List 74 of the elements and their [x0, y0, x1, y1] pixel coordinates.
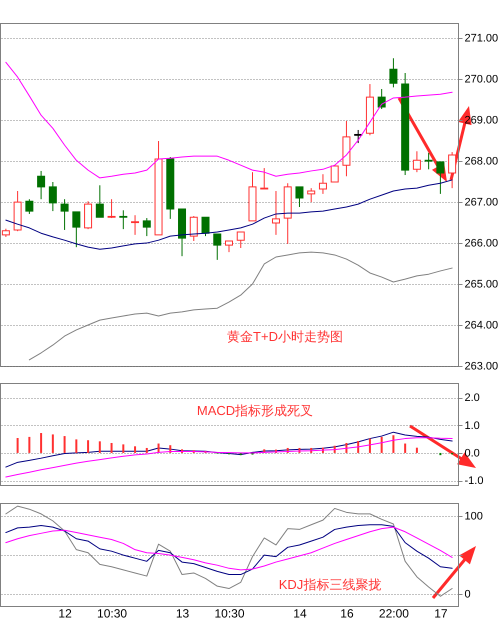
candlestick: [318, 174, 327, 194]
y-tick-label: -1.0: [464, 475, 484, 488]
bar: [380, 436, 383, 453]
y-tick-label: 264.00: [464, 320, 498, 332]
bar: [87, 440, 90, 453]
bar: [16, 438, 19, 453]
candlestick: [96, 184, 104, 218]
line-series: [5, 62, 453, 178]
y-tick-label: 0: [464, 588, 471, 600]
y-tick-label: 0.0: [464, 447, 480, 460]
candlestick: [25, 198, 34, 214]
candlestick: [225, 240, 233, 253]
line-series: [28, 252, 453, 360]
bar: [122, 444, 124, 453]
x-tick-label: 16: [340, 606, 354, 620]
candlestick: [436, 161, 444, 194]
candlestick: [260, 168, 268, 190]
bar: [357, 441, 360, 453]
bar: [404, 444, 406, 453]
annotation: MACD指标形成死叉: [196, 403, 314, 418]
annotation: KDJ指标三线聚拢: [278, 577, 382, 592]
candlestick: [272, 190, 280, 236]
line-series: [5, 506, 453, 597]
x-tick-label: 12: [58, 606, 72, 620]
bar: [64, 436, 66, 453]
candlestick: [295, 186, 304, 208]
bar: [134, 446, 136, 453]
bar: [52, 434, 54, 453]
bar: [392, 435, 394, 453]
bar: [75, 439, 78, 453]
candlestick: [72, 211, 80, 248]
candlestick: [330, 166, 339, 182]
bar: [416, 448, 418, 453]
candlestick: [389, 58, 398, 88]
candlestick: [307, 188, 316, 203]
x-tick-label: 10:30: [97, 606, 128, 620]
candlestick: [378, 88, 386, 110]
bar: [146, 448, 148, 453]
x-tick-label: 13: [176, 606, 190, 620]
candlestick: [202, 216, 210, 237]
y-tick-label: 100: [464, 510, 483, 523]
y-tick-label: 2.0: [464, 392, 480, 404]
y-tick-label: 267.00: [464, 196, 498, 209]
candlestick: [213, 234, 222, 260]
candlestick: [412, 150, 421, 173]
line-series: [5, 432, 453, 468]
line-series: [5, 437, 453, 478]
y-tick-label: 266.00: [464, 238, 498, 250]
candlestick: [37, 170, 46, 200]
bar: [40, 433, 42, 453]
y-tick-label: 265.00: [464, 278, 498, 291]
x-tick-label: 17: [434, 606, 448, 620]
y-tick-label: 263.00: [464, 360, 498, 372]
x-tick-label: 10:30: [214, 606, 245, 620]
y-tick-label: 270.00: [464, 74, 498, 86]
bar: [368, 438, 371, 453]
bar: [98, 441, 101, 453]
annotation: 黄金T+D小时走势图: [227, 329, 343, 344]
x-tick-label: 14: [293, 606, 307, 620]
candlestick: [142, 218, 151, 237]
candlestick: [48, 182, 57, 212]
candlestick: [60, 198, 69, 230]
x-tick-label: 22:00: [378, 606, 410, 620]
candlestick: [354, 129, 362, 144]
bar: [28, 436, 30, 453]
y-tick-label: 1.0: [464, 420, 480, 432]
candlestick: [236, 231, 245, 248]
candlestick: [84, 200, 92, 230]
candlestick: [190, 216, 198, 242]
line-series: [5, 179, 453, 250]
candlestick: [448, 152, 456, 189]
y-tick-label: 268.00: [464, 156, 498, 168]
bar: [110, 442, 113, 453]
y-tick-label: 271.00: [464, 32, 498, 45]
